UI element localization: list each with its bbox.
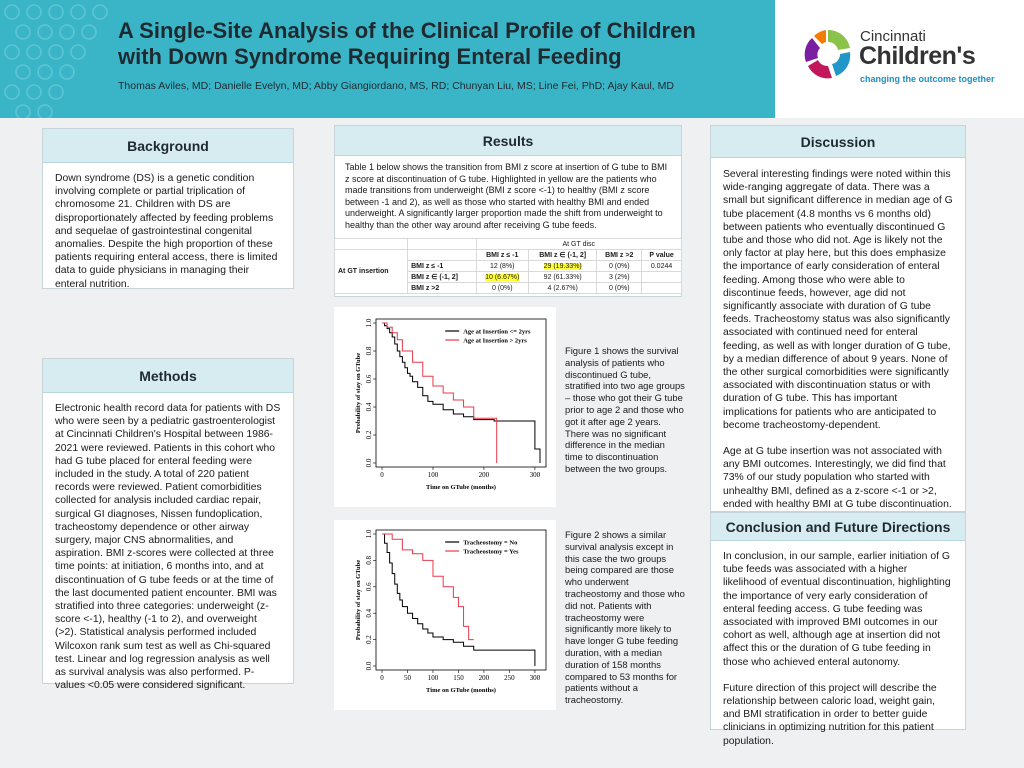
header-band: A Single-Site Analysis of the Clinical P… xyxy=(0,0,775,118)
logo-mark-icon xyxy=(804,29,851,79)
legend-label: Age at Insertion > 2yrs xyxy=(463,338,527,345)
x-tick-label: 100 xyxy=(428,471,439,479)
series-line xyxy=(382,322,498,463)
authors: Thomas Aviles, MD; Danielle Evelyn, MD; … xyxy=(118,80,674,92)
y-tick-label: 0.4 xyxy=(365,608,373,617)
table-top-header: At GT disc xyxy=(475,238,683,250)
methods-panel: Methods Electronic health record data fo… xyxy=(42,358,294,691)
y-tick-label: 0.6 xyxy=(365,374,373,383)
table-cell: 3 (2%) xyxy=(596,271,643,283)
background-heading: Background xyxy=(43,129,293,163)
methods-heading: Methods xyxy=(43,359,293,393)
discussion-panel: Discussion Several interesting findings … xyxy=(710,125,966,549)
series-line xyxy=(382,533,474,641)
table-cell: 0 (0%) xyxy=(596,260,643,272)
discussion-body: Several interesting findings were noted … xyxy=(711,158,965,560)
y-tick-label: 0.0 xyxy=(365,661,373,670)
figure-1-caption: Figure 1 shows the survival analysis of … xyxy=(565,345,685,474)
x-tick-label: 200 xyxy=(479,674,490,682)
x-tick-label: 300 xyxy=(530,471,541,479)
y-tick-label: 1.0 xyxy=(365,318,373,327)
table-cell: 92 (61.33%) xyxy=(527,271,598,283)
title-line-2: with Down Syndrome Requiring Enteral Fee… xyxy=(118,44,622,69)
table-row-group: At GT insertion xyxy=(333,249,409,294)
x-tick-label: 50 xyxy=(404,674,412,682)
table-row-label: BMI z ≤ -1 xyxy=(407,260,477,272)
logo-text-line-2: Children's xyxy=(859,42,976,70)
background-panel: Background Down syndrome (DS) is a genet… xyxy=(42,128,294,290)
plot-frame xyxy=(375,318,547,468)
poster-header: A Single-Site Analysis of the Clinical P… xyxy=(0,0,1024,118)
table-row: BMI z >2 0 (0%) 4 (2.67%) 0 (0%) xyxy=(335,282,682,294)
y-tick-label: 0.0 xyxy=(365,458,373,467)
decorative-pattern xyxy=(4,4,108,118)
conclusion-heading: Conclusion and Future Directions xyxy=(711,513,965,541)
logo-text-line-1: Cincinnati xyxy=(860,28,926,45)
discussion-heading: Discussion xyxy=(711,126,965,158)
results-heading: Results xyxy=(335,126,681,156)
discussion-paragraph-1: Several interesting findings were noted … xyxy=(723,169,953,431)
highlighted-value: 10 (6.67%) xyxy=(485,273,520,281)
results-intro-text: Table 1 below shows the transition from … xyxy=(345,162,668,230)
y-tick-label: 0.6 xyxy=(365,582,373,591)
legend-label: Tracheostomy = No xyxy=(463,540,517,547)
legend-label: Tracheostomy = Yes xyxy=(463,549,519,556)
x-tick-label: 0 xyxy=(380,674,384,682)
title-line-1: A Single-Site Analysis of the Clinical P… xyxy=(118,18,696,43)
table-cell: 0.0244 xyxy=(641,260,682,272)
y-axis-label: Probability of stay on GTube xyxy=(355,560,362,640)
x-tick-label: 250 xyxy=(504,674,515,682)
x-tick-label: 150 xyxy=(453,674,464,682)
conclusion-body: In conclusion, in our sample, earlier in… xyxy=(711,541,965,757)
x-tick-label: 300 xyxy=(530,674,541,682)
table-col-header: BMI z ≤ -1 xyxy=(475,249,529,261)
legend-label: Age at Insertion <= 2yrs xyxy=(463,329,531,336)
conclusion-panel: Conclusion and Future Directions In conc… xyxy=(710,512,966,747)
table-cell xyxy=(641,271,682,283)
x-tick-label: 200 xyxy=(479,471,490,479)
plot-frame xyxy=(375,529,547,671)
x-tick-label: 100 xyxy=(428,674,439,682)
table-cell: 10 (6.67%) xyxy=(475,271,529,283)
figure-2-chart: 0.0 0.2 0.4 0.6 0.8 1.0 0 50 100 150 200 250 300 Time… xyxy=(355,529,547,694)
x-tick-label: 0 xyxy=(380,471,384,479)
conclusion-paragraph-1: In conclusion, in our sample, earlier in… xyxy=(723,551,951,668)
poster-title: A Single-Site Analysis of the Clinical P… xyxy=(118,18,768,70)
y-axis-label: Probability of stay on GTube xyxy=(355,353,362,433)
y-tick-label: 0.4 xyxy=(365,402,373,411)
y-tick-label: 0.8 xyxy=(365,556,373,565)
bmi-transition-table: At GT disc At GT insertion BMI z ≤ -1 BM… xyxy=(333,238,683,294)
y-tick-label: 0.8 xyxy=(365,346,373,355)
table-cell xyxy=(641,282,682,294)
highlighted-value: 29 (19.33%) xyxy=(543,262,582,270)
x-axis-label: Time on GTube (months) xyxy=(426,484,496,491)
figure-1-panel: 0.0 0.2 0.4 0.6 0.8 1.0 0 100 200 300 Time on GTub… xyxy=(334,307,556,507)
x-axis-label: Time on GTube (months) xyxy=(426,687,496,694)
cincinnati-childrens-logo: Cincinnati Children's changing the outco… xyxy=(800,24,1000,104)
methods-text: Electronic health record data for patien… xyxy=(55,403,281,692)
table-row-label: BMI z >2 xyxy=(407,282,477,294)
y-tick-label: 0.2 xyxy=(365,635,373,644)
y-tick-label: 0.2 xyxy=(365,430,373,439)
table-cell: 29 (19.33%) xyxy=(527,260,598,272)
table-cell: 4 (2.67%) xyxy=(527,282,598,294)
figure-2-panel: 0.0 0.2 0.4 0.6 0.8 1.0 0 50 100 150 200 250 300 Time… xyxy=(334,520,556,710)
table-col-header: P value xyxy=(641,249,682,261)
y-tick-label: 1.0 xyxy=(365,529,373,538)
conclusion-paragraph-2: Future direction of this project will de… xyxy=(723,682,937,747)
logo-tagline: changing the outcome together xyxy=(860,74,995,84)
figure-1-chart: 0.0 0.2 0.4 0.6 0.8 1.0 0 100 200 300 Time on GTub… xyxy=(355,318,547,491)
table-cell: 12 (8%) xyxy=(475,260,529,272)
table-cell: 0 (0%) xyxy=(475,282,529,294)
table-cell: 0 (0%) xyxy=(596,282,643,294)
figure-2-caption: Figure 2 shows a similar survival analys… xyxy=(565,529,685,706)
table-col-header: BMI z >2 xyxy=(596,249,643,261)
table-col-header: BMI z ∈ (-1, 2] xyxy=(527,249,598,261)
table-row-label: BMI z ∈ (-1, 2] xyxy=(407,271,477,283)
series-line xyxy=(382,322,541,463)
background-text: Down syndrome (DS) is a genetic conditio… xyxy=(55,173,278,290)
series-line xyxy=(382,533,536,666)
